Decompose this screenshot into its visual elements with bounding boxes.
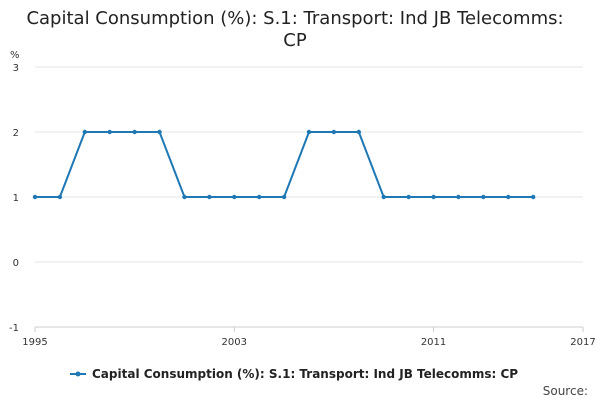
x-tick-label: 2017 [570,337,595,348]
data-point[interactable] [82,129,88,135]
data-point[interactable] [32,194,38,200]
y-axis-unit: % [10,50,20,61]
data-point[interactable] [57,194,63,200]
data-point[interactable] [107,129,112,135]
series-line [35,131,534,198]
data-point[interactable] [256,194,262,200]
data-point[interactable] [381,194,386,200]
axis-ticks: -1 0 1 2 3 1995 2003 2011 2017 [9,63,596,348]
data-point[interactable] [530,194,536,200]
data-point[interactable] [331,129,337,135]
source-label: Source: [543,384,588,398]
y-tick-label: 0 [13,258,19,269]
data-point[interactable] [506,194,511,200]
legend-swatch-marker [75,371,81,377]
data-point[interactable] [306,129,312,135]
data-point[interactable] [431,194,436,200]
data-point[interactable] [182,194,187,200]
data-point[interactable] [481,194,486,200]
y-tick-label: 3 [13,63,19,74]
legend: Capital Consumption (%): S.1: Transport:… [70,367,518,381]
series-layer [32,129,536,200]
x-tick-label: 2003 [222,337,247,348]
data-point[interactable] [132,129,137,135]
y-tick-label: 2 [13,128,19,139]
data-point[interactable] [406,194,411,200]
y-tick-label: 1 [13,193,19,204]
data-point[interactable] [157,129,162,135]
data-point[interactable] [356,129,362,135]
data-point[interactable] [232,194,237,200]
data-point[interactable] [456,194,461,200]
data-point[interactable] [281,194,287,200]
legend-label: Capital Consumption (%): S.1: Transport:… [92,367,518,381]
chart-title-line-2: CP [283,30,307,51]
y-tick-label: -1 [9,323,19,334]
chart-title-line-1: Capital Consumption (%): S.1: Transport:… [26,8,563,29]
x-tick-label: 1995 [22,337,47,348]
data-point[interactable] [207,194,212,200]
x-tick-label: 2011 [421,337,446,348]
